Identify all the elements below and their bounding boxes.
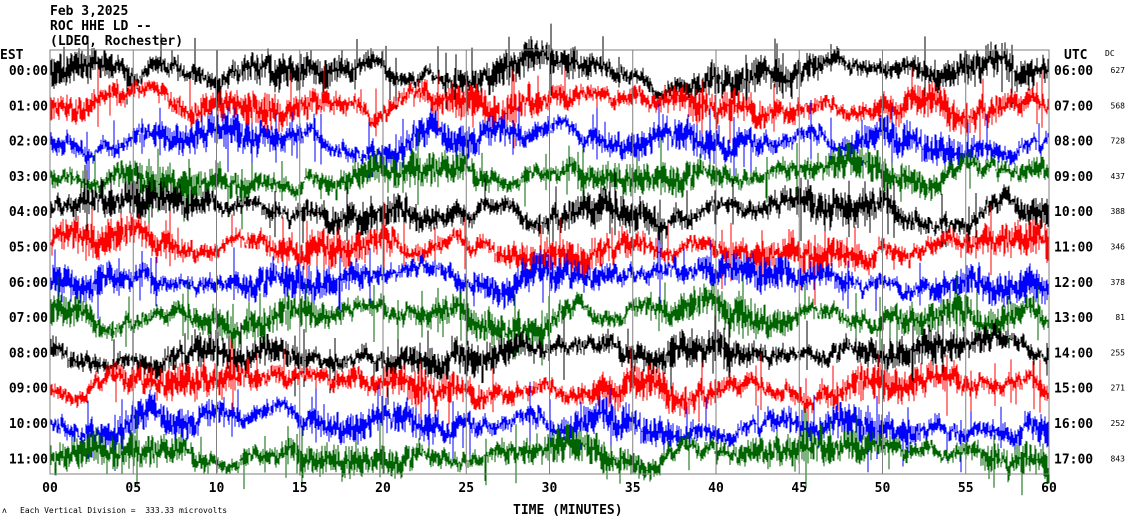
utc-hour-label: 16:00	[1054, 417, 1093, 432]
dc-label: DC	[1105, 49, 1115, 58]
dc-offset-value: 378	[1111, 278, 1126, 287]
x-tick-label: 05	[125, 481, 141, 496]
date-title: Feb 3,2025	[50, 4, 129, 19]
est-hour-label: 09:00	[9, 382, 48, 397]
x-tick-label: 25	[458, 481, 474, 496]
utc-axis-label: UTC	[1064, 48, 1088, 63]
x-tick-label: 30	[542, 481, 558, 496]
est-hour-label: 11:00	[9, 452, 48, 467]
x-tick-label: 10	[209, 481, 225, 496]
x-tick-label: 45	[791, 481, 807, 496]
est-hour-label: 01:00	[9, 99, 48, 114]
network-title: (LDEO, Rochester)	[50, 34, 184, 49]
dc-offset-value: 252	[1111, 419, 1126, 428]
dc-offset-value: 627	[1111, 66, 1126, 75]
x-tick-label: 55	[958, 481, 974, 496]
x-tick-label: 15	[292, 481, 308, 496]
dc-offset-value: 81	[1115, 313, 1125, 322]
station-title: ROC HHE LD --	[50, 19, 152, 34]
est-hour-label: 10:00	[9, 417, 48, 432]
utc-hour-label: 13:00	[1054, 311, 1093, 326]
utc-hour-label: 10:00	[1054, 205, 1093, 220]
est-axis-label: EST	[0, 48, 24, 63]
est-hour-label: 00:00	[9, 64, 48, 79]
utc-hour-label: 15:00	[1054, 382, 1093, 397]
scale-text: Each Vertical Division = 333.33 microvol…	[20, 506, 228, 515]
est-hour-label: 04:00	[9, 205, 48, 220]
utc-hour-label: 11:00	[1054, 241, 1093, 256]
dc-offset-value: 255	[1111, 348, 1126, 357]
utc-hour-label: 14:00	[1054, 346, 1093, 361]
est-hour-label: 05:00	[9, 241, 48, 256]
x-tick-label: 35	[625, 481, 641, 496]
est-hour-label: 08:00	[9, 346, 48, 361]
utc-hour-label: 08:00	[1054, 135, 1093, 150]
dc-offset-value: 843	[1111, 454, 1126, 463]
dc-offset-value: 388	[1111, 207, 1126, 216]
x-tick-label: 20	[375, 481, 391, 496]
utc-hour-label: 12:00	[1054, 276, 1093, 291]
x-axis-label: TIME (MINUTES)	[513, 503, 623, 518]
est-hour-label: 06:00	[9, 276, 48, 291]
utc-hour-label: 07:00	[1054, 99, 1093, 114]
utc-hour-label: 06:00	[1054, 64, 1093, 79]
utc-hour-label: 09:00	[1054, 170, 1093, 185]
x-tick-label: 40	[708, 481, 724, 496]
x-tick-label: 50	[875, 481, 891, 496]
est-hour-label: 03:00	[9, 170, 48, 185]
est-hour-label: 02:00	[9, 135, 48, 150]
x-tick-label: 60	[1041, 481, 1057, 496]
dc-offset-value: 346	[1111, 243, 1126, 252]
dc-offset-value: 728	[1111, 137, 1126, 146]
x-tick-label: 00	[42, 481, 58, 496]
dc-offset-value: 437	[1111, 172, 1126, 181]
utc-hour-label: 17:00	[1054, 452, 1093, 467]
est-hour-label: 07:00	[9, 311, 48, 326]
scale-symbol: ʌ	[2, 506, 7, 515]
dc-offset-value: 271	[1111, 384, 1126, 393]
dc-offset-value: 568	[1111, 101, 1126, 110]
